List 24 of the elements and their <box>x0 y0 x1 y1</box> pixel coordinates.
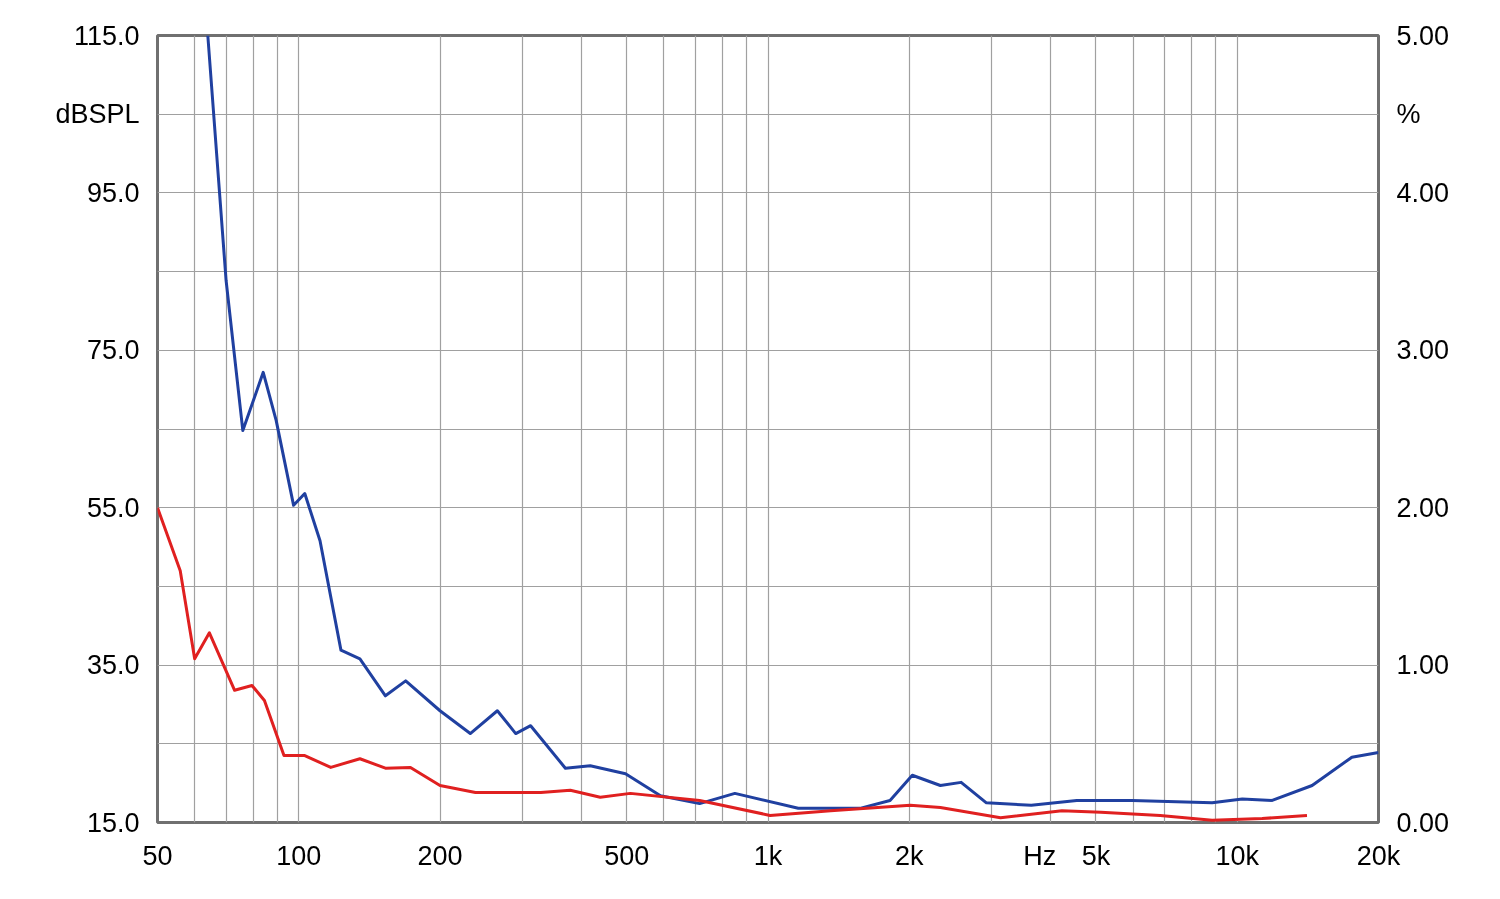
y-tick-label: 15.0 <box>86 807 140 838</box>
x-tick-label: 5k <box>1081 840 1111 871</box>
y-tick-label: 115.0 <box>73 20 140 51</box>
y2-tick-label: 5.00 <box>1396 20 1450 51</box>
y2-axis-title: % <box>1396 99 1421 130</box>
x-tick-label: 20k <box>1356 840 1401 871</box>
x-tick-label: 10k <box>1215 840 1260 871</box>
x-tick-label: 500 <box>604 840 650 871</box>
y-axis-title: dBSPL <box>55 99 140 130</box>
x-tick-label: 100 <box>276 840 322 871</box>
y-tick-label: 75.0 <box>86 335 140 366</box>
y2-tick-label: 1.00 <box>1396 650 1450 681</box>
y2-tick-label: 3.00 <box>1396 335 1450 366</box>
y2-tick-label: 4.00 <box>1396 177 1450 208</box>
x-tick-label: 1k <box>753 840 783 871</box>
y2-tick-label: 0.00 <box>1396 807 1450 838</box>
y-tick-label: 35.0 <box>86 650 140 681</box>
y-tick-label: 55.0 <box>86 492 140 523</box>
x-tick-label: 50 <box>142 840 173 871</box>
x-axis-title: Hz <box>1023 840 1057 871</box>
y2-tick-label: 2.00 <box>1396 492 1450 523</box>
x-tick-label: 2k <box>895 840 925 871</box>
y-tick-label: 95.0 <box>86 177 140 208</box>
x-tick-label: 200 <box>417 840 463 871</box>
